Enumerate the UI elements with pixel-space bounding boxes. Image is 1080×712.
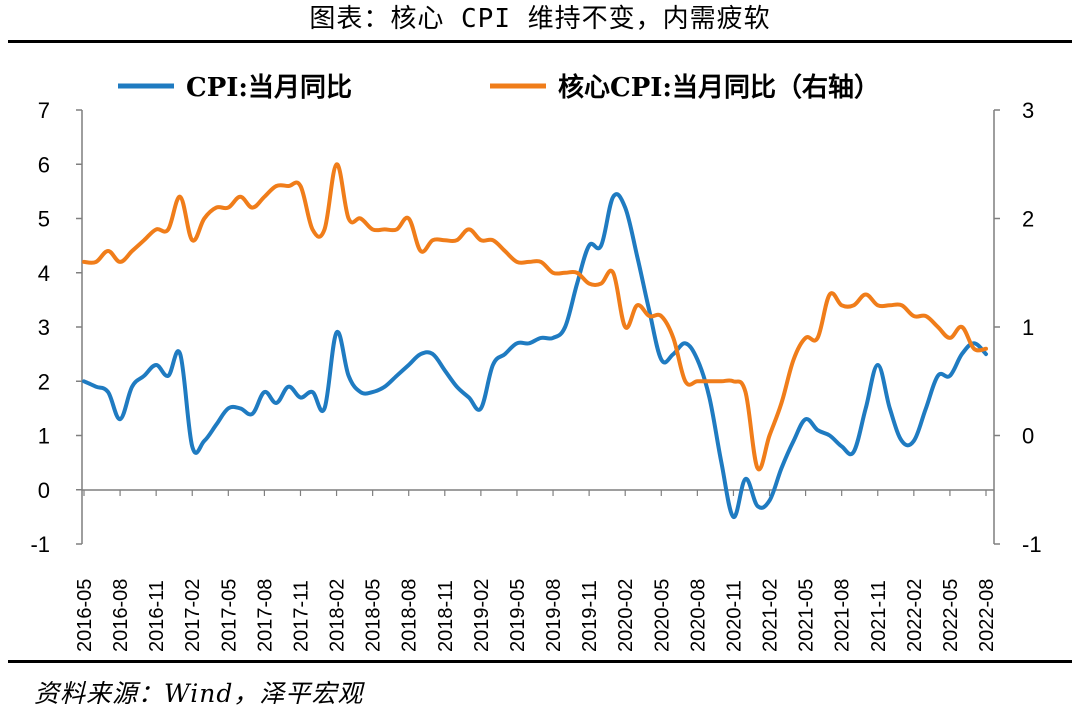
x-tick-label: 2019-08 — [543, 579, 565, 652]
y-right-tick-label: 1 — [1022, 315, 1034, 340]
y-left-tick-label: 2 — [38, 369, 50, 394]
x-tick-label: 2018-05 — [363, 579, 385, 652]
x-tick-label: 2019-02 — [471, 579, 493, 652]
x-tick-label: 2022-02 — [904, 579, 926, 652]
x-tick-label: 2020-02 — [615, 579, 637, 652]
x-tick-label: 2019-11 — [579, 580, 601, 652]
y-left-tick-label: 3 — [38, 315, 50, 340]
x-tick-label: 2021-05 — [796, 579, 818, 652]
x-tick-label: 2017-11 — [290, 580, 312, 652]
x-tick-label: 2016-05 — [74, 579, 96, 652]
x-tick-label: 2020-11 — [723, 580, 745, 652]
legend-label: 核心CPI:当月同比（右轴） — [558, 72, 880, 103]
x-tick-label: 2021-11 — [868, 580, 890, 652]
y-left-tick-label: -1 — [30, 532, 50, 557]
source-note: 资料来源：Wind，泽平宏观 — [34, 679, 364, 708]
y-right-tick-label: -1 — [1022, 532, 1042, 557]
x-tick-label: 2022-08 — [976, 579, 998, 652]
y-right-tick-label: 0 — [1022, 424, 1034, 449]
y-right-tick-label: 3 — [1022, 98, 1034, 123]
x-tick-label: 2019-05 — [507, 579, 529, 652]
x-tick-label: 2017-05 — [218, 579, 240, 652]
series-line-cpi — [82, 192, 988, 519]
x-tick-label: 2016-11 — [146, 580, 168, 652]
x-tick-label: 2020-05 — [651, 579, 673, 652]
x-tick-label: 2021-08 — [832, 579, 854, 652]
x-tick-label: 2022-05 — [940, 579, 962, 652]
x-tick-label: 2018-08 — [399, 579, 421, 652]
top-rule — [8, 40, 1072, 43]
x-tick-label: 2021-02 — [760, 579, 782, 652]
line-chart: -1 0 1 2 3 4 5 6 7 -1 0 1 2 3 2016-05 2016-08 2016-11 201… — [30, 72, 1042, 652]
y-left-tick-label: 1 — [38, 424, 50, 449]
bottom-rule — [8, 660, 1072, 663]
y-left-tick-label: 4 — [38, 261, 50, 286]
x-tick-label: 2020-08 — [687, 579, 709, 652]
y-left-tick-label: 0 — [38, 478, 50, 503]
series-line-core-cpi — [82, 162, 988, 472]
y-left-tick-label: 6 — [38, 152, 50, 177]
x-tick-label: 2016-08 — [110, 579, 132, 652]
x-tick-label: 2018-02 — [327, 579, 349, 652]
x-tick-label: 2017-02 — [182, 579, 204, 652]
y-left-tick-label: 7 — [38, 98, 50, 123]
x-tick-label: 2017-08 — [254, 579, 276, 652]
chart-title: 图表：核心 CPI 维持不变，内需疲软 — [309, 4, 771, 34]
x-tick-label: 2018-11 — [435, 580, 457, 652]
y-right-tick-label: 2 — [1022, 207, 1034, 232]
y-left-tick-label: 5 — [38, 207, 50, 232]
legend-label: CPI:当月同比 — [186, 73, 352, 103]
